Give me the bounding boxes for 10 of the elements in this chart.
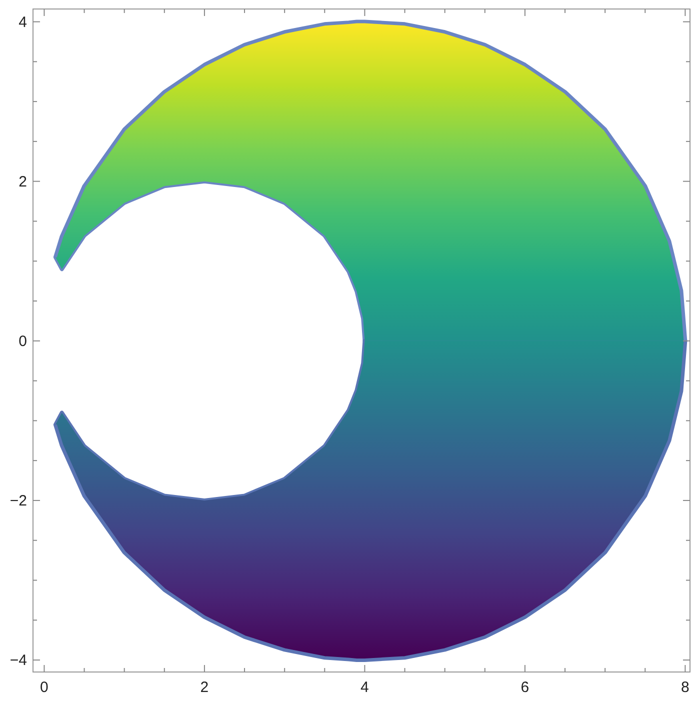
y-tick-label: 2: [18, 173, 27, 190]
y-tick-label: −2: [10, 492, 27, 510]
x-tick-label: 2: [200, 679, 209, 696]
x-tick-label: 0: [40, 679, 48, 696]
y-tick-label: 0: [18, 332, 27, 350]
x-tick-label: 8: [681, 679, 690, 696]
y-tick-label: 4: [18, 14, 27, 31]
y-tick-label: −4: [10, 652, 27, 670]
x-tick-label: 6: [520, 679, 530, 696]
x-tick-label: 4: [360, 679, 369, 696]
